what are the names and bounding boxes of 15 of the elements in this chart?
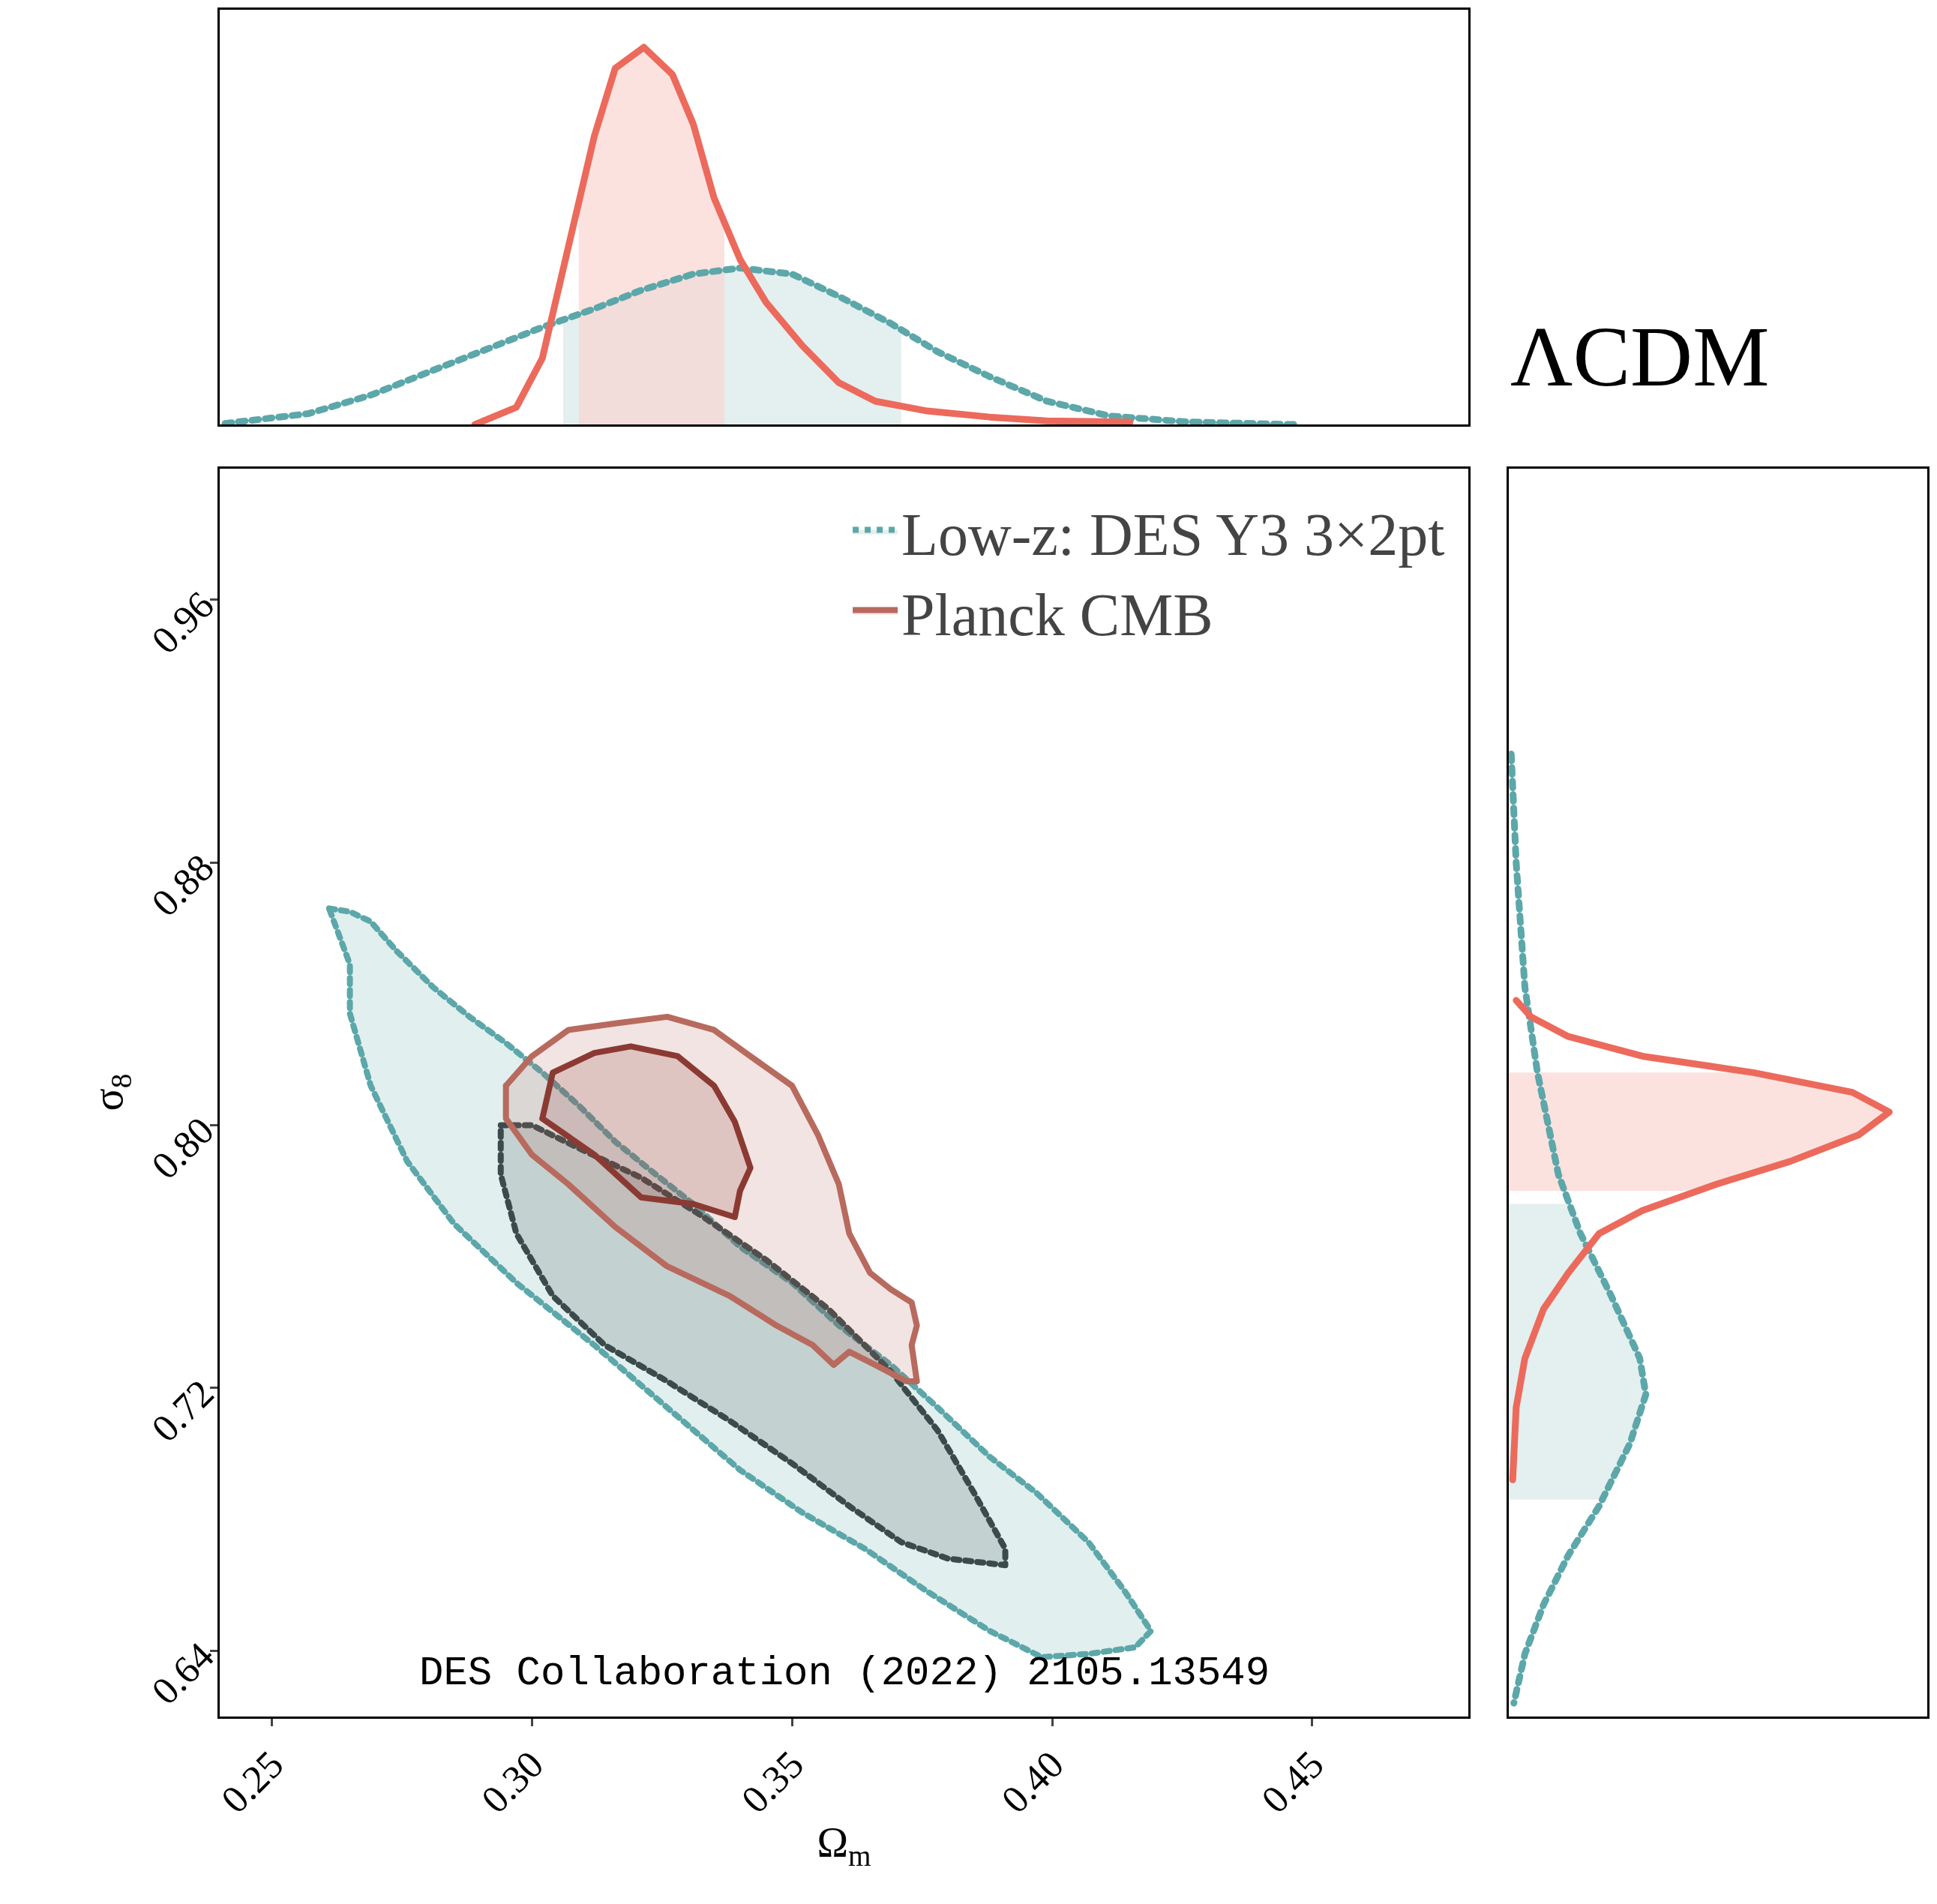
annotation: DES Collaboration (2022) 2105.13549 [419, 1651, 1270, 1696]
y-tick-label: 0.96 [143, 583, 222, 662]
y-tick-label: 0.72 [143, 1371, 222, 1450]
x-axis-title: Ω$_{m}$ [817, 1819, 871, 1873]
x-tick-label: 0.25 [213, 1742, 292, 1822]
chart-title: ΛCDM [1510, 309, 1770, 404]
y-tick-label: 0.64 [143, 1634, 222, 1713]
y-tick-label: 0.88 [143, 846, 222, 925]
x-tick-label: 0.35 [733, 1742, 812, 1822]
x-tick-label: 0.30 [472, 1742, 552, 1822]
y-tick-label: 0.80 [143, 1108, 222, 1188]
legend-label: Planck CMB [901, 581, 1213, 648]
x-tick-label: 0.45 [1253, 1742, 1332, 1822]
x-tick-label: 0.40 [993, 1742, 1072, 1822]
legend-label: Low-z: DES Y3 3×2pt [901, 501, 1445, 568]
